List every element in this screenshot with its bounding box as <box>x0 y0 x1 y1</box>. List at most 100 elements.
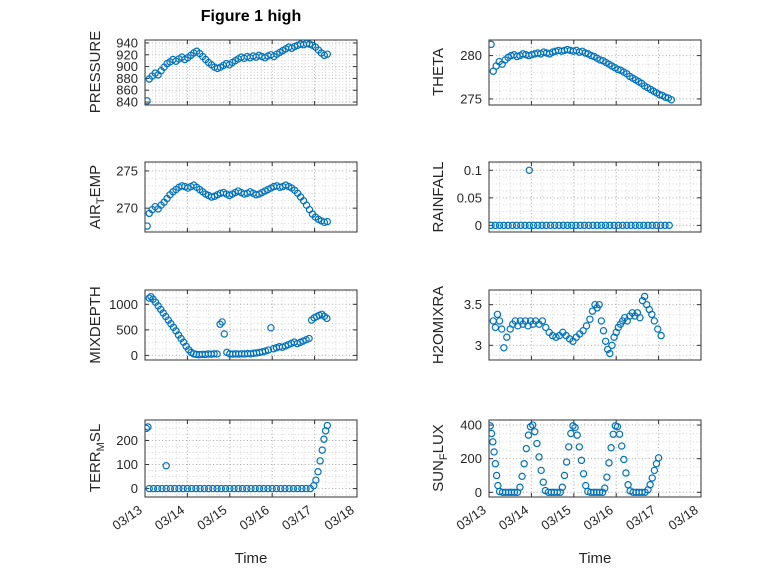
ytick-label: 840 <box>116 95 138 110</box>
data-points <box>489 166 673 230</box>
minor-grid <box>489 162 701 232</box>
tick-marks <box>488 40 702 105</box>
ylabel-subscript: F <box>438 453 450 461</box>
ylabel-text: TERR <box>87 451 104 493</box>
minor-grid <box>145 290 357 360</box>
ytick-label: 200 <box>460 451 482 466</box>
axes-box <box>144 39 358 106</box>
ytick-label: 500 <box>116 322 138 337</box>
tick-marks <box>488 290 702 360</box>
xtick-label: 03/18 <box>665 502 700 533</box>
data-points <box>489 40 676 104</box>
axes-box <box>488 39 702 106</box>
major-grid <box>145 420 357 497</box>
xlabel-time-left: Time <box>234 550 268 567</box>
ytick-label: 3 <box>475 338 482 353</box>
ytick-label: 920 <box>116 47 138 62</box>
minor-grid <box>489 40 701 105</box>
axes-box <box>144 419 358 498</box>
minor-grid <box>145 162 357 232</box>
ylabel-terr-msl: TERRMSL <box>87 424 107 492</box>
xlabel-time-right: Time <box>578 550 612 567</box>
ytick-label: 0 <box>475 485 482 500</box>
ytick-label: 0 <box>131 348 138 363</box>
subplot-theta: 275 280 <box>460 39 702 106</box>
ylabel-sun-flux: SUNFLUX <box>430 424 450 492</box>
ytick-label: 0 <box>475 218 482 233</box>
ylabel-rainfall: RAINFALL <box>430 162 450 233</box>
ylabel-h2omixra: H2OMIXRA <box>430 286 450 364</box>
data-points <box>145 181 332 230</box>
ytick-label: 1000 <box>109 297 138 312</box>
ytick-label: 860 <box>116 83 138 98</box>
ylabel-text: SUN <box>430 460 447 492</box>
ytick-label: 0 <box>131 481 138 496</box>
ylabel-theta: THETA <box>430 48 450 96</box>
data-points <box>145 40 332 105</box>
ylabel-mixdepth: MIXDEPTH <box>87 286 107 364</box>
ytick-label: 275 <box>116 163 138 178</box>
ytick-label: 3.5 <box>464 297 482 312</box>
ylabel-text: SL <box>87 423 104 443</box>
ylabel-text: PRESSURE <box>87 30 104 114</box>
ylabel-text: RAINFALL <box>430 161 447 233</box>
axes-box <box>488 161 702 233</box>
ytick-label: 280 <box>460 48 482 63</box>
tick-marks <box>144 420 358 497</box>
xtick-label: 03/15 <box>194 502 229 533</box>
ytick-label: 275 <box>460 91 482 106</box>
ytick-label: 940 <box>116 35 138 50</box>
ylabel-text: THETA <box>430 47 447 97</box>
subplot-terr-msl: 0 100 200 03/13 03/14 03/15 03/16 03/17 03/18 <box>109 419 358 533</box>
ylabel-text: MIXDEPTH <box>87 286 104 364</box>
minor-grid <box>489 420 701 497</box>
ytick-label: 200 <box>116 433 138 448</box>
ylabel-pressure: PRESSURE <box>87 31 107 114</box>
ytick-label: 880 <box>116 71 138 86</box>
xtick-label: 03/17 <box>623 502 658 533</box>
ytick-label: 100 <box>116 457 138 472</box>
ytick-label: 900 <box>116 59 138 74</box>
data-points <box>489 421 663 496</box>
xtick-label: 03/16 <box>237 502 272 533</box>
ytick-label: 0.05 <box>457 190 482 205</box>
data-points <box>145 292 331 359</box>
ytick-label: 270 <box>116 201 138 216</box>
axes-box <box>488 289 702 361</box>
major-grid <box>489 420 701 497</box>
ylabel-air-temp: AIRTEMP <box>87 165 107 229</box>
subplot-rainfall: 0 0.05 0.1 <box>457 161 702 233</box>
subplot-mixdepth: 0 500 1000 <box>109 289 358 363</box>
minor-grid <box>489 290 701 360</box>
xtick-label: 03/14 <box>496 502 531 533</box>
xtick-label: 03/13 <box>453 502 488 533</box>
ylabel-text: LUX <box>430 424 447 454</box>
ylabel-text: H2OMIXRA <box>430 285 447 365</box>
minor-grid <box>145 420 357 497</box>
axes-box <box>144 289 358 361</box>
subplot-h2omixra: 33.5 <box>464 289 702 361</box>
ylabel-text: EMP <box>87 164 104 198</box>
subplot-air-temp: 270 275 <box>116 161 358 233</box>
xtick-label: 03/13 <box>109 502 144 533</box>
axes-box <box>144 161 358 233</box>
ytick-label: 400 <box>460 418 482 433</box>
xtick-label: 03/18 <box>321 502 356 533</box>
ylabel-subscript: M <box>95 442 107 452</box>
xtick-label: 03/15 <box>538 502 573 533</box>
ylabel-text: AIR <box>87 204 104 230</box>
xtick-label: 03/16 <box>581 502 616 533</box>
tick-marks <box>488 162 702 232</box>
figure-title: Figure 1 high <box>200 8 302 25</box>
tick-marks <box>144 40 358 105</box>
xtick-label: 03/14 <box>152 502 187 533</box>
xtick-label: 03/17 <box>279 502 314 533</box>
data-points <box>489 292 665 358</box>
ytick-label: 0.1 <box>464 163 482 178</box>
major-grid <box>489 162 701 232</box>
data-points <box>145 421 332 493</box>
subplot-sun-flux: 0 200 400 03/13 03/14 03/15 03/16 03/17 03/18 <box>453 418 702 533</box>
